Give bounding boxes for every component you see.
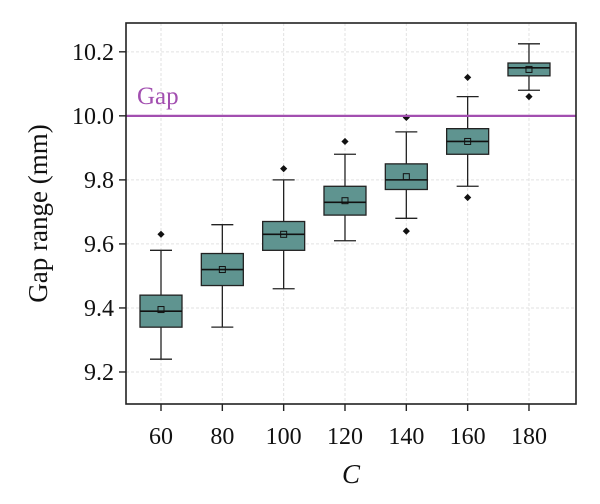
outlier-point [280, 165, 288, 173]
mean-marker [525, 65, 533, 73]
box-140 [384, 113, 428, 235]
y-tick-label: 9.6 [84, 232, 114, 258]
box-120 [323, 137, 367, 242]
box-series [139, 43, 551, 360]
box-60 [139, 230, 183, 360]
box-body [262, 220, 306, 251]
box-100 [262, 165, 306, 290]
mean-marker [341, 197, 349, 205]
box-80 [200, 224, 244, 328]
box-body [384, 163, 428, 191]
outlier-point [157, 230, 165, 238]
y-tick-label: 9.4 [84, 296, 114, 322]
plot-frame [125, 22, 577, 405]
box-160 [445, 73, 490, 202]
y-tick-label: 10.2 [72, 40, 114, 66]
mean-marker [218, 266, 226, 274]
x-axis-ticks: 60 80 100 120 140 160 180 [149, 404, 547, 450]
x-tick-label: 100 [266, 424, 302, 450]
outlier-point [341, 137, 349, 146]
mean-marker [157, 306, 165, 314]
y-axis-ticks: 9.2 9.4 9.6 9.8 10.0 10.2 [72, 40, 126, 386]
mean-marker [402, 173, 410, 181]
x-tick-label: 80 [210, 424, 234, 450]
y-tick-label: 10.0 [72, 104, 114, 130]
x-axis-title: C [342, 459, 361, 489]
x-tick-label: 180 [511, 424, 547, 450]
box-body [507, 62, 551, 77]
x-tick-label: 120 [327, 424, 363, 450]
outlier-point [402, 227, 410, 235]
x-tick-label: 60 [149, 424, 173, 450]
outlier-point [525, 93, 533, 101]
box-180 [507, 43, 551, 101]
outlier-point [464, 193, 472, 202]
x-tick-label: 160 [450, 424, 486, 450]
y-axis-title: Gap range (mm) [23, 124, 53, 302]
gap-reference-label: Gap [137, 83, 179, 110]
mean-marker [464, 137, 472, 145]
x-tick-label: 140 [388, 424, 424, 450]
y-tick-label: 9.8 [84, 168, 114, 194]
y-tick-label: 9.2 [84, 360, 114, 386]
mean-marker [280, 230, 288, 238]
outlier-point [464, 73, 472, 82]
box-body [323, 185, 367, 216]
